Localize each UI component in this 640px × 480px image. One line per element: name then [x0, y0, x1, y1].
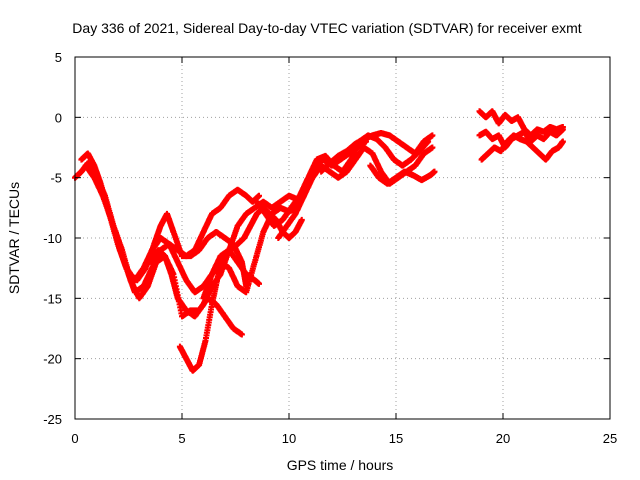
chart-title: Day 336 of 2021, Sidereal Day-to-day VTE…	[72, 20, 581, 36]
data-point-markers	[367, 162, 438, 187]
y-axis-label: SDTVAR / TECUs	[6, 182, 22, 294]
x-axis-label: GPS time / hours	[287, 457, 394, 473]
y-tick-label: -15	[43, 291, 62, 306]
series-sat-k	[367, 162, 438, 187]
x-tick-label: 10	[282, 431, 296, 446]
series-sat-n	[478, 132, 566, 163]
axis-ticks: 0 5 10 15 20 25 -25 -20 -15 -10 -5 0 5	[43, 50, 617, 446]
y-tick-label: -20	[43, 352, 62, 367]
x-tick-label: 15	[389, 431, 403, 446]
series-sat-j	[318, 130, 436, 175]
x-tick-label: 0	[71, 431, 78, 446]
y-tick-label: -5	[50, 171, 62, 186]
x-tick-label: 5	[178, 431, 185, 446]
data-point-markers	[318, 130, 436, 175]
data-point-markers	[478, 132, 566, 163]
data-point-markers	[125, 210, 250, 290]
y-tick-label: -25	[43, 412, 62, 427]
y-tick-label: 0	[55, 110, 62, 125]
series-sat-d	[125, 210, 250, 290]
data-points	[72, 108, 566, 374]
x-tick-label: 25	[603, 431, 617, 446]
y-tick-label: -10	[43, 231, 62, 246]
x-tick-label: 20	[496, 431, 510, 446]
y-tick-label: 5	[55, 50, 62, 65]
